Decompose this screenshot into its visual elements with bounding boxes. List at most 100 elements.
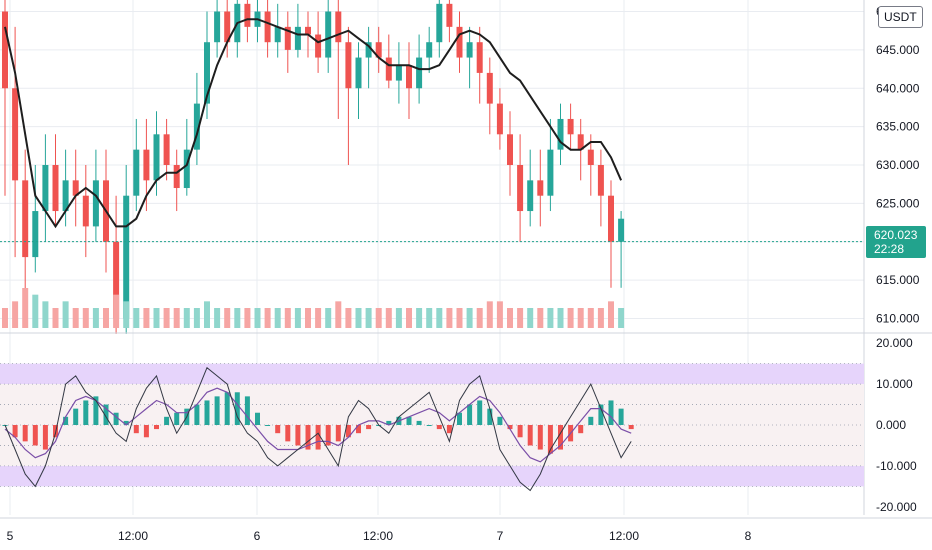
time-axis-label: 12:00 (118, 529, 148, 543)
histogram-bar (93, 396, 99, 425)
volume-bar (274, 308, 281, 328)
candle-body (335, 11, 342, 43)
histogram-bar (164, 416, 170, 425)
candle-body (143, 149, 150, 181)
volume-bar (365, 308, 372, 328)
volume-bar (82, 308, 89, 328)
candle-body (183, 149, 190, 189)
fast-line (4, 366, 632, 492)
histogram-bar (42, 425, 48, 450)
histogram-bar (113, 412, 119, 425)
histogram-bar (194, 404, 200, 425)
candle-body (466, 42, 473, 58)
histogram-bar (345, 425, 351, 438)
histogram-bar (386, 420, 392, 425)
volume-bar (587, 308, 594, 328)
volume-bar (153, 308, 160, 328)
candle-body (608, 195, 614, 242)
volume-bar (557, 308, 564, 328)
volume-bar (204, 301, 210, 328)
candle-body (224, 11, 231, 43)
bar-countdown: 22:28 (874, 242, 905, 256)
volume-bar (113, 294, 120, 328)
candle-body (214, 11, 221, 43)
volume-bar (143, 308, 150, 328)
candle-body (315, 34, 322, 58)
volume-bar (92, 308, 99, 328)
candle-body (264, 11, 271, 43)
candle-body (123, 195, 130, 319)
candle-body (385, 57, 392, 81)
volume-bar (446, 308, 453, 328)
histogram-bar (63, 416, 69, 425)
volume-bar (12, 301, 19, 328)
time-axis-label: 12:00 (609, 529, 639, 543)
histogram-bar (325, 425, 331, 446)
candle-body (153, 134, 160, 181)
histogram-bar (406, 416, 412, 425)
histogram-bar (335, 425, 341, 442)
candle-body (32, 211, 39, 258)
oscillator-axis-label: -20.000 (876, 500, 917, 514)
volume-bar (163, 308, 170, 328)
histogram-bar (214, 396, 220, 425)
histogram-bar (174, 412, 180, 425)
candle-body (426, 42, 433, 58)
volume-bar (284, 308, 291, 328)
histogram-bar (457, 412, 462, 425)
price-axis-label: 625.000 (876, 196, 920, 210)
oscillator-axis-label: 20.000 (876, 336, 913, 350)
histogram-bar (143, 425, 149, 438)
volume-bar (436, 308, 443, 328)
volume-bar (416, 308, 423, 328)
histogram-bar (497, 416, 503, 425)
volume-bar (547, 308, 554, 328)
volume-bar (123, 301, 130, 328)
price-axis-label: 635.000 (876, 120, 920, 134)
volume-bar (355, 308, 362, 328)
volume-bar (406, 308, 412, 328)
volume-bar (32, 294, 39, 328)
candle-body (244, 3, 251, 27)
volume-bar (294, 308, 301, 328)
volume-bar (72, 308, 79, 328)
histogram-bar (234, 392, 240, 425)
candle-body (507, 134, 513, 165)
histogram-bar (487, 408, 493, 425)
signal-line (4, 387, 632, 463)
candle-body (618, 218, 625, 242)
currency-badge[interactable]: USDT (878, 6, 923, 28)
candle-body (395, 65, 402, 81)
volume-bar (466, 308, 473, 328)
candle-body (527, 180, 534, 212)
candle-body (446, 3, 453, 27)
time-axis-label: 8 (745, 529, 752, 543)
price-axis-label: 615.000 (876, 273, 920, 287)
volume-bar (52, 308, 59, 328)
volume-bar (214, 308, 221, 328)
histogram-bar (154, 425, 159, 430)
candle-body (12, 88, 19, 181)
candle-body (597, 165, 604, 196)
candle-body (517, 165, 524, 212)
candle-body (2, 11, 8, 89)
volume-bar (507, 308, 513, 328)
histogram-bar (588, 416, 594, 425)
candle-body (133, 149, 140, 196)
histogram-bar (467, 404, 473, 425)
candle-body (325, 11, 332, 58)
candle-body (577, 134, 584, 150)
volume-bar (224, 308, 231, 328)
volume-bar (567, 308, 574, 328)
volume-bar (22, 288, 29, 328)
volume-bar (254, 308, 261, 328)
oscillator-axis-label: 0.000 (876, 418, 906, 432)
volume-bar (577, 308, 584, 328)
volume-bar (345, 308, 352, 328)
histogram-bar (255, 412, 260, 425)
price-axis-label: 645.000 (876, 43, 920, 57)
volume-bar (103, 308, 109, 328)
last-price-value: 620.023 (874, 228, 918, 242)
histogram-bar (305, 425, 311, 450)
